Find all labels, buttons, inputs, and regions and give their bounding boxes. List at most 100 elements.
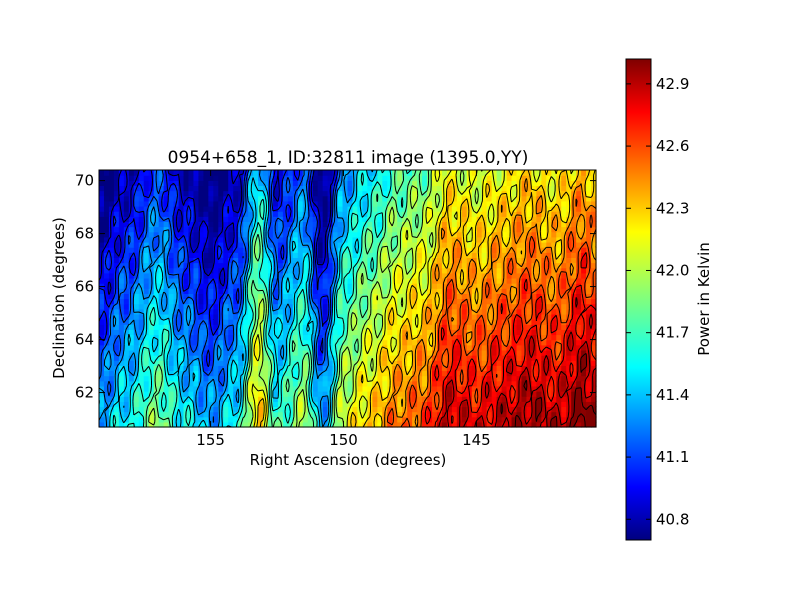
heatmap-cell — [427, 375, 433, 382]
heatmap-cell — [118, 319, 125, 325]
heatmap-cell — [103, 175, 110, 181]
heatmap-cell — [461, 293, 468, 300]
heatmap-cell — [183, 303, 190, 310]
heatmap-cell — [302, 267, 309, 274]
heatmap-cell — [138, 175, 145, 181]
heatmap-cell — [337, 205, 344, 212]
heatmap-cell — [516, 421, 523, 428]
heatmap-cell — [412, 205, 418, 212]
heatmap-cell — [173, 360, 180, 366]
heatmap-cell — [367, 391, 373, 397]
heatmap-cell — [586, 375, 592, 382]
heatmap-cell — [322, 329, 329, 336]
heatmap-cell — [203, 267, 209, 274]
heatmap-cell — [352, 272, 359, 279]
heatmap-cell — [153, 262, 160, 269]
heatmap-cell — [193, 416, 199, 423]
heatmap-cell — [163, 200, 170, 207]
heatmap-cell — [441, 319, 448, 325]
heatmap-cell — [228, 411, 234, 418]
heatmap-cell — [372, 411, 378, 418]
heatmap-cell — [108, 396, 115, 402]
heatmap-cell — [531, 391, 537, 397]
heatmap-cell — [218, 303, 224, 310]
heatmap-cell — [307, 365, 314, 372]
heatmap-cell — [213, 334, 219, 341]
heatmap-cell — [297, 272, 304, 279]
heatmap-cell — [128, 411, 135, 418]
heatmap-cell — [198, 298, 204, 305]
heatmap-cell — [536, 211, 542, 217]
heatmap-cell — [108, 370, 115, 377]
heatmap-cell — [123, 349, 130, 356]
heatmap-cell — [526, 293, 532, 300]
heatmap-cell — [372, 236, 378, 243]
heatmap-cell — [138, 252, 145, 258]
heatmap-cell — [253, 175, 259, 181]
heatmap-cell — [536, 277, 542, 284]
heatmap-cell — [267, 180, 274, 187]
heatmap-cell — [133, 334, 140, 341]
heatmap-cell — [506, 385, 513, 392]
heatmap-cell — [486, 190, 493, 197]
heatmap-cell — [451, 272, 458, 279]
heatmap-cell — [402, 396, 408, 402]
heatmap-cell — [292, 195, 299, 202]
heatmap-cell — [128, 257, 135, 264]
heatmap-cell — [158, 385, 165, 392]
heatmap-cell — [422, 365, 428, 372]
heatmap-cell — [287, 375, 294, 382]
heatmap-cell — [238, 170, 244, 176]
heatmap-cell — [551, 339, 557, 346]
heatmap-cell — [516, 211, 523, 217]
heatmap-cell — [347, 262, 354, 269]
heatmap-cell — [307, 185, 314, 192]
heatmap-cell — [282, 262, 289, 269]
heatmap-cell — [332, 365, 339, 372]
heatmap-cell — [491, 241, 498, 248]
heatmap-cell — [407, 406, 413, 413]
heatmap-cell — [113, 298, 120, 305]
heatmap-cell — [501, 385, 508, 392]
heatmap-cell — [103, 221, 110, 228]
heatmap-cell — [521, 293, 528, 300]
heatmap-cell — [352, 221, 359, 228]
heatmap-cell — [486, 406, 493, 413]
heatmap-cell — [357, 339, 364, 346]
heatmap-cell — [516, 406, 523, 413]
heatmap-cell — [412, 308, 418, 315]
heatmap-cell — [233, 195, 239, 202]
heatmap-cell — [123, 411, 130, 418]
heatmap-cell — [427, 247, 433, 253]
heatmap-cell — [208, 308, 214, 315]
heatmap-cell — [133, 396, 140, 402]
heatmap-cell — [536, 319, 542, 325]
heatmap-cell — [571, 334, 577, 341]
heatmap-cell — [431, 252, 438, 258]
heatmap-cell — [486, 221, 493, 228]
heatmap-cell — [123, 344, 130, 351]
heatmap-cell — [412, 339, 418, 346]
heatmap-cell — [263, 236, 269, 243]
heatmap-cell — [347, 319, 354, 325]
heatmap-cell — [332, 221, 339, 228]
heatmap-cell — [466, 416, 473, 423]
heatmap-cell — [272, 272, 279, 279]
heatmap-cell — [546, 205, 552, 212]
heatmap-cell — [123, 257, 130, 264]
heatmap-cell — [198, 401, 204, 408]
heatmap-cell — [496, 231, 503, 238]
heatmap-cell — [436, 360, 443, 366]
heatmap-cell — [113, 349, 120, 356]
heatmap-cell — [536, 308, 542, 315]
heatmap-cell — [556, 293, 562, 300]
heatmap-cell — [193, 211, 199, 217]
heatmap-cell — [143, 205, 150, 212]
heatmap-cell — [277, 221, 284, 228]
heatmap-cell — [253, 421, 259, 428]
heatmap-cell — [402, 195, 408, 202]
heatmap-cell — [292, 416, 299, 423]
heatmap-cell — [427, 401, 433, 408]
heatmap-cell — [99, 195, 105, 202]
heatmap-cell — [526, 370, 532, 377]
